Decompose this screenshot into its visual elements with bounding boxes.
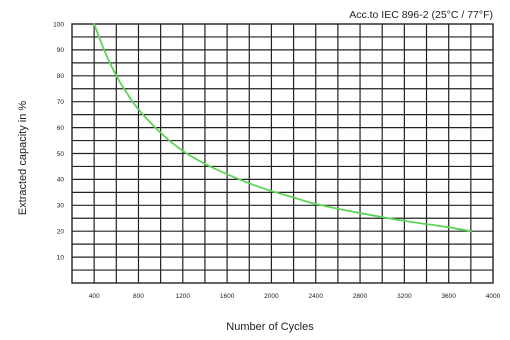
x-tick-labels: 400 800 1200 1600 2000 2400 2800 3200 3600 4000: [89, 293, 501, 300]
x-tick-label: 3600: [441, 293, 456, 300]
series-layer: [93, 23, 472, 233]
y-tick-label: 40: [57, 177, 65, 184]
plot-grid: [71, 23, 494, 284]
x-tick-label: 3200: [397, 293, 412, 300]
y-tick-label: 50: [57, 151, 65, 158]
x-axis-title: Number of Cycles: [226, 321, 314, 333]
y-tick-label: 60: [57, 125, 65, 132]
x-tick-label: 2800: [353, 293, 368, 300]
y-tick-label: 10: [57, 254, 65, 261]
capacity-curve: [93, 23, 472, 233]
y-tick-label: 90: [57, 47, 65, 54]
plot-frame: [71, 23, 494, 284]
y-tick-label: 20: [57, 229, 65, 236]
x-tick-label: 400: [89, 293, 100, 300]
y-tick-label: 30: [57, 203, 65, 210]
x-tick-label: 2000: [264, 293, 279, 300]
y-tick-labels: 10 20 30 40 50 60 70 80 90 100: [53, 21, 64, 261]
x-tick-label: 2400: [309, 293, 324, 300]
y-tick-label: 100: [53, 21, 64, 28]
y-axis-title: Extracted capacity in %: [17, 101, 29, 216]
chart-title: Acc.to IEC 896-2 (25°C / 77°F): [349, 9, 493, 21]
x-tick-label: 1600: [220, 293, 235, 300]
y-tick-label: 70: [57, 99, 65, 106]
y-tick-label: 80: [57, 73, 65, 80]
x-tick-label: 4000: [486, 293, 501, 300]
x-tick-label: 1200: [176, 293, 191, 300]
x-tick-label: 800: [133, 293, 144, 300]
